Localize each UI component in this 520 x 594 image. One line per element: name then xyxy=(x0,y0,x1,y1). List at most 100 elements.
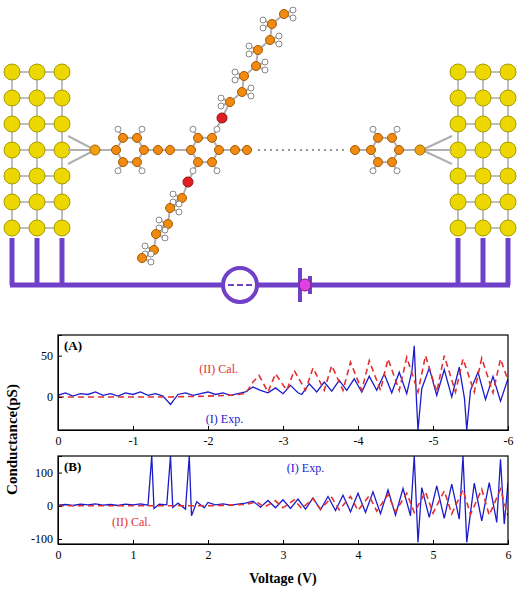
gold-atom xyxy=(29,116,45,132)
atom xyxy=(112,146,121,155)
gold-electrode xyxy=(4,64,95,236)
x-tick-label: 4 xyxy=(356,548,362,562)
y-tick: 0 xyxy=(47,390,62,404)
gold-atom xyxy=(54,168,70,184)
atom xyxy=(90,145,100,155)
x-tick-mark xyxy=(283,426,284,430)
atom xyxy=(148,259,154,265)
atom xyxy=(166,204,175,213)
y-tick-label: 50 xyxy=(41,349,53,363)
gold-atom xyxy=(500,168,516,184)
gold-atom xyxy=(450,142,466,158)
gold-atom xyxy=(54,220,70,236)
gold-atom xyxy=(475,142,491,158)
gold-atom xyxy=(29,168,45,184)
y-tick-label: -100 xyxy=(31,532,53,546)
y-tick-mark xyxy=(58,356,62,357)
atom xyxy=(260,25,266,31)
gold-atom xyxy=(450,116,466,132)
x-tick-label: -5 xyxy=(429,434,439,448)
atom xyxy=(170,191,176,197)
atom xyxy=(243,146,252,155)
y-axis-line xyxy=(59,336,63,431)
gold-atom xyxy=(475,168,491,184)
atom xyxy=(142,243,148,249)
x-tick-mark xyxy=(508,540,509,544)
atom xyxy=(394,168,400,174)
atom xyxy=(194,133,203,142)
plot-frame xyxy=(58,335,508,430)
gold-atom xyxy=(54,142,70,158)
atom xyxy=(370,168,376,174)
x-tick-mark xyxy=(208,426,209,430)
atom xyxy=(395,146,404,155)
atom xyxy=(374,158,383,167)
circuit-wire xyxy=(35,238,40,285)
atom xyxy=(140,146,149,155)
atom xyxy=(115,126,121,132)
circuit-wire xyxy=(481,238,486,285)
atom xyxy=(248,85,254,91)
x-axis-title: Voltage (V) xyxy=(249,571,317,587)
x-tick-label: 1 xyxy=(131,548,137,562)
atom xyxy=(115,168,121,174)
x-tick-mark xyxy=(358,540,359,544)
atom xyxy=(139,168,145,174)
x-tick-label: 5 xyxy=(431,548,437,562)
x-tick: 3 xyxy=(281,540,287,562)
series-label: (I) Exp. xyxy=(287,461,324,475)
atom xyxy=(133,158,142,167)
atom xyxy=(260,17,266,23)
atom xyxy=(166,146,175,155)
x-tick: -6 xyxy=(504,426,514,448)
x-tick-label: -6 xyxy=(504,434,514,448)
x-tick-mark xyxy=(133,540,134,544)
gold-atom xyxy=(475,194,491,210)
y-axis-line xyxy=(59,457,63,545)
contact-bond xyxy=(422,149,452,151)
gold-atom xyxy=(500,90,516,106)
gold-atom xyxy=(475,90,491,106)
atom xyxy=(162,227,168,233)
circuit xyxy=(10,238,510,302)
atom xyxy=(246,43,252,49)
x-tick: -5 xyxy=(429,426,439,448)
gold-atom xyxy=(500,64,516,80)
atom xyxy=(290,15,296,21)
atom xyxy=(154,146,163,155)
y-tick-mark xyxy=(58,397,62,398)
atom xyxy=(232,69,238,75)
x-tick-mark xyxy=(508,426,509,430)
atom xyxy=(248,93,254,99)
x-tick-label: 0 xyxy=(56,434,62,448)
series-label: (II) Cal. xyxy=(112,515,151,529)
atom xyxy=(214,168,220,174)
plot-area xyxy=(58,346,508,430)
panel-letter: (B) xyxy=(64,459,81,474)
atom xyxy=(262,67,268,73)
atom xyxy=(148,251,154,257)
x-tick-mark xyxy=(358,426,359,430)
gold-atom xyxy=(54,90,70,106)
atom xyxy=(217,113,227,123)
atom xyxy=(280,10,289,19)
x-tick-mark xyxy=(433,426,434,430)
gold-atom xyxy=(450,90,466,106)
gold-electrode xyxy=(422,64,516,236)
x-tick-label: -2 xyxy=(204,434,214,448)
gold-atom xyxy=(29,194,45,210)
atom xyxy=(119,133,128,142)
atom xyxy=(246,51,252,57)
x-tick: 1 xyxy=(131,540,137,562)
circuit-wire xyxy=(10,238,15,285)
x-tick: -2 xyxy=(204,426,214,448)
atom xyxy=(254,46,263,55)
gold-atom xyxy=(4,90,20,106)
gold-atom xyxy=(475,116,491,132)
atom xyxy=(266,36,275,45)
atom xyxy=(388,133,397,142)
atom xyxy=(262,59,268,65)
atom xyxy=(208,158,217,167)
circuit-wire xyxy=(60,238,65,285)
x-tick: -4 xyxy=(354,426,364,448)
